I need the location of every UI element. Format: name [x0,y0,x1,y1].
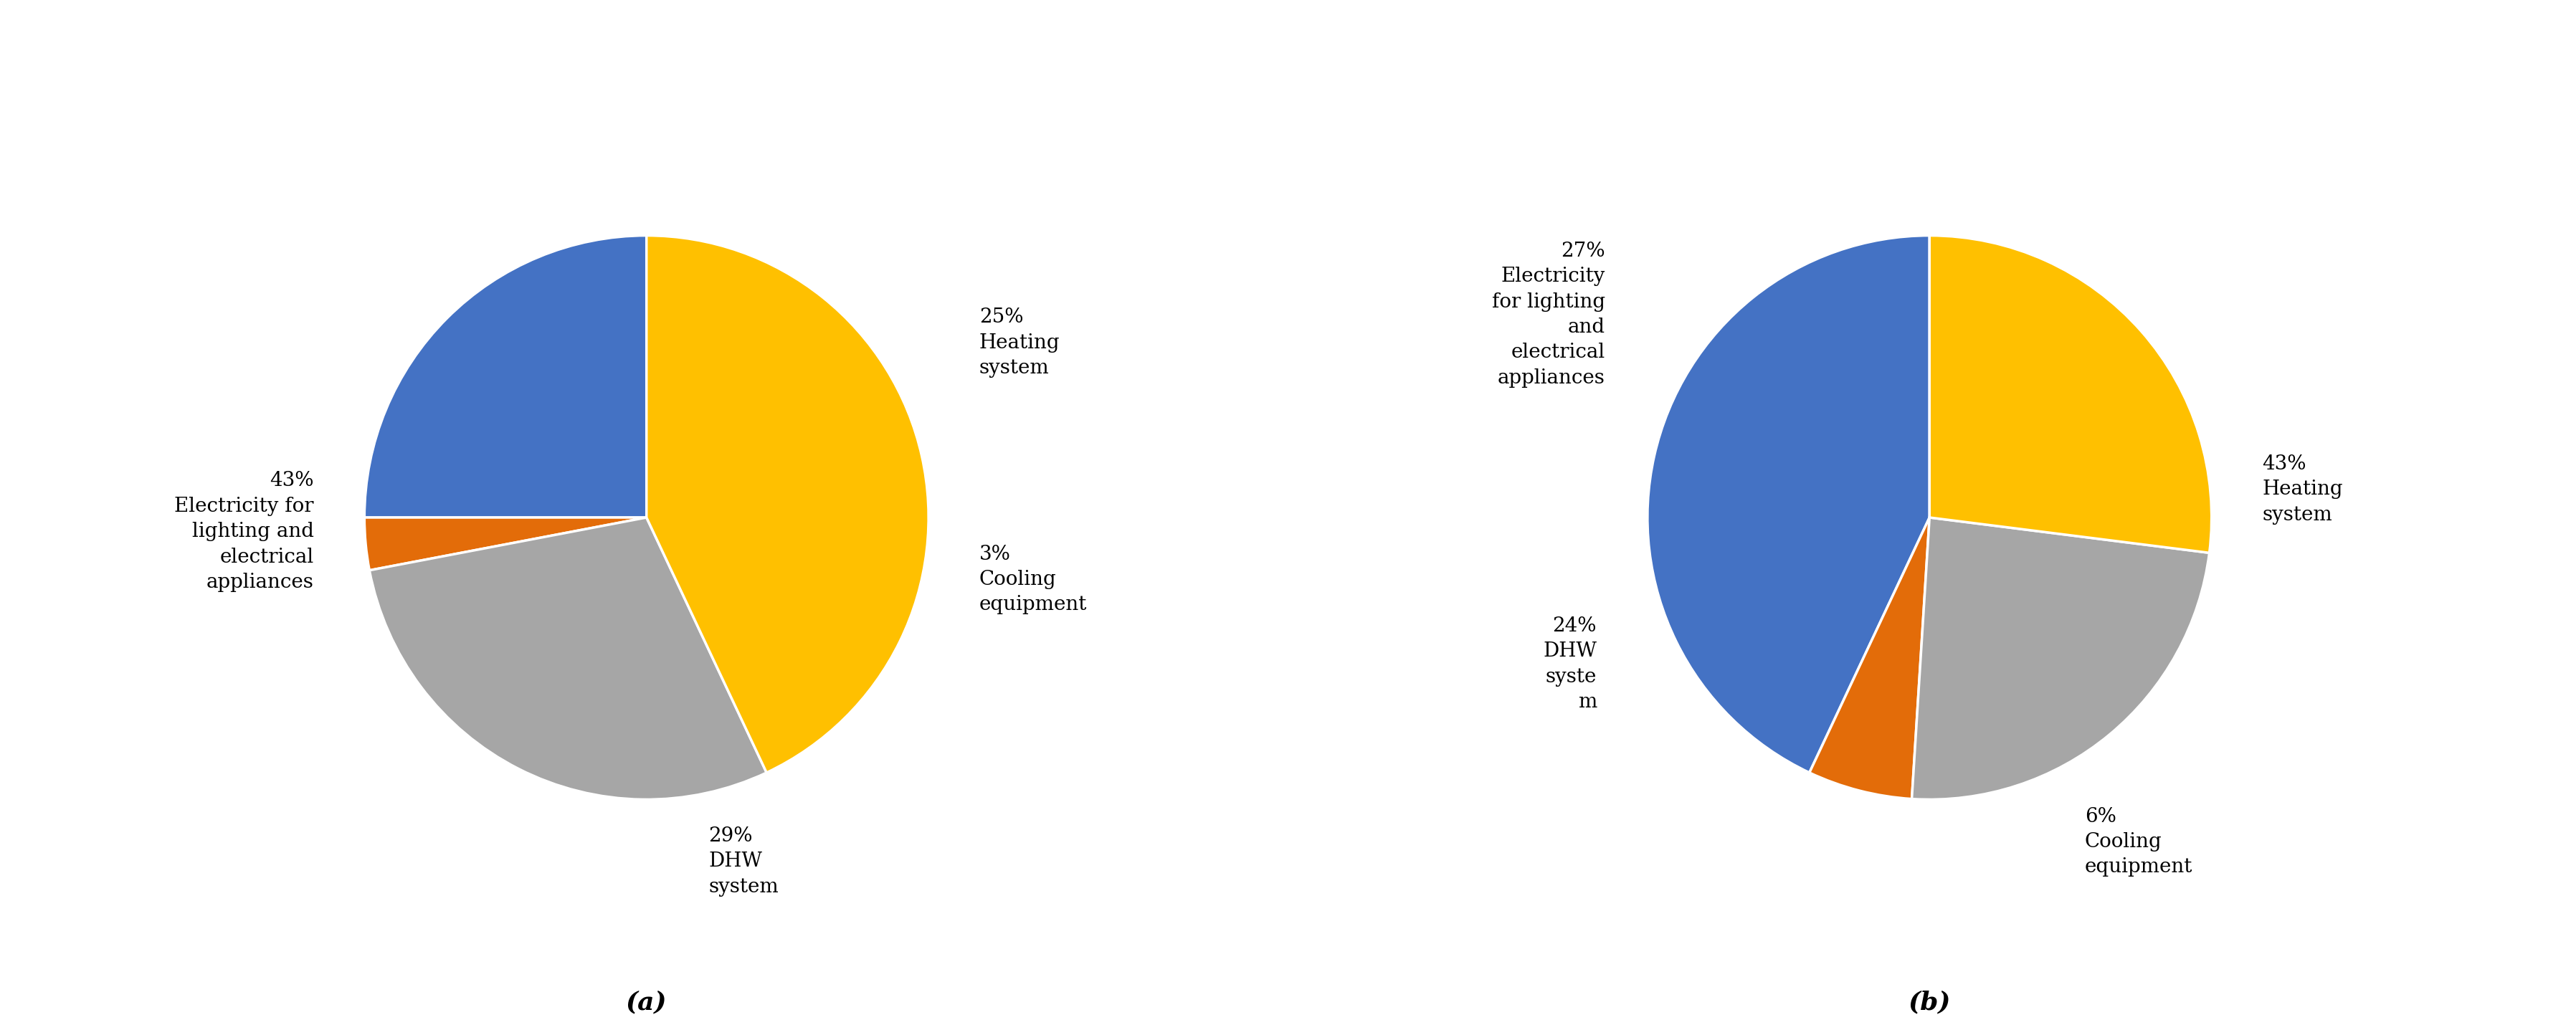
Text: 6%
Cooling
equipment: 6% Cooling equipment [2084,806,2192,877]
Text: 25%
Heating
system: 25% Heating system [979,307,1061,378]
Wedge shape [363,518,647,570]
Text: 43%
Heating
system: 43% Heating system [2262,454,2344,525]
Text: 27%
Electricity
for lighting
and
electrical
appliances: 27% Electricity for lighting and electri… [1492,241,1605,387]
Wedge shape [368,518,768,799]
Text: (a): (a) [626,990,667,1014]
Text: 43%
Electricity for
lighting and
electrical
appliances: 43% Electricity for lighting and electri… [175,471,314,592]
Wedge shape [363,236,647,518]
Wedge shape [1929,236,2213,553]
Wedge shape [1649,236,1929,773]
Wedge shape [1808,518,1929,799]
Wedge shape [1911,518,2210,799]
Wedge shape [647,236,927,773]
Text: 24%
DHW
syste
m: 24% DHW syste m [1543,617,1597,712]
Text: 3%
Cooling
equipment: 3% Cooling equipment [979,544,1087,615]
Text: 29%
DHW
system: 29% DHW system [708,827,778,896]
Text: (b): (b) [1909,990,1950,1014]
